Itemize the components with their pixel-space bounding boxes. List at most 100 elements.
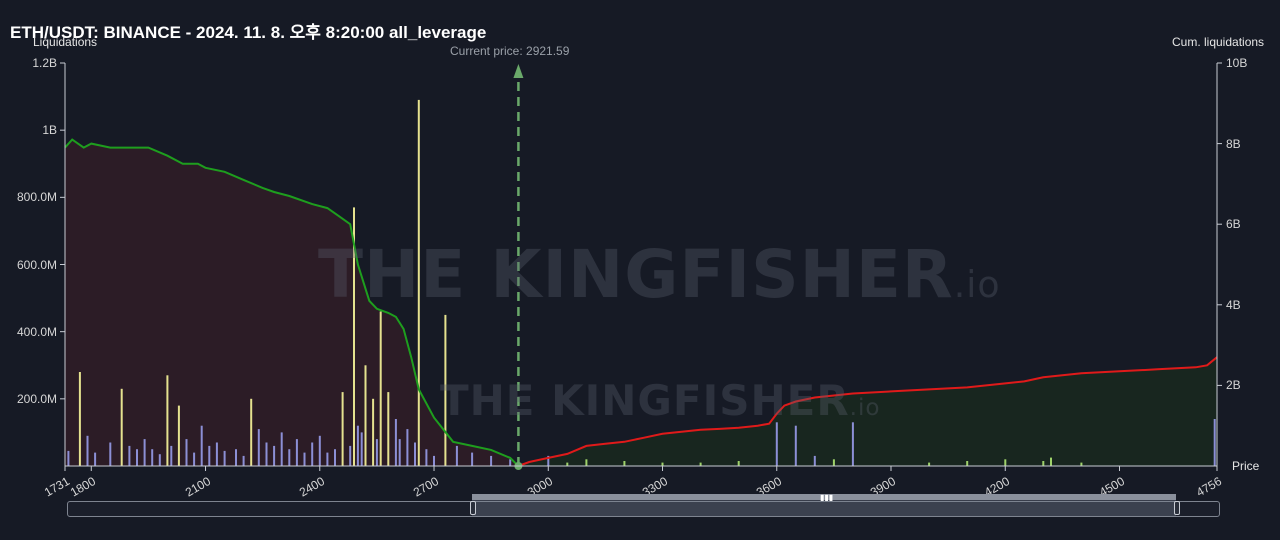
liquidation-bar — [250, 398, 253, 466]
liquidation-bar — [375, 439, 378, 466]
liquidation-bar — [273, 445, 276, 466]
left-axis-tick-label: 400.0M — [16, 324, 57, 339]
liquidation-bar — [349, 445, 352, 466]
liquidation-bar — [1004, 459, 1007, 466]
liquidation-bar — [928, 462, 931, 466]
liquidation-bar — [471, 452, 474, 466]
watermark-large: THE KINGFISHER.io — [318, 236, 1001, 313]
range-slider-bar[interactable] — [472, 494, 1176, 500]
right-axis-tick-label: 10B — [1226, 56, 1248, 70]
liquidation-bar — [1080, 462, 1083, 466]
liquidation-bar — [311, 442, 314, 466]
range-slider-right-handle[interactable] — [1174, 501, 1180, 515]
liquidation-bar — [1050, 457, 1052, 466]
right-axis-tick-label: 8B — [1226, 136, 1241, 151]
liquidation-bar — [1213, 419, 1216, 466]
watermark-small: THE KINGFISHER.io — [440, 376, 881, 425]
right-axis-tick-label: 4B — [1226, 297, 1241, 312]
liquidation-bar — [151, 449, 154, 466]
liquidation-bar — [566, 462, 569, 466]
liquidation-bar — [78, 372, 81, 466]
cumulative-area-layer — [65, 139, 1217, 466]
liquidation-bar — [295, 439, 298, 466]
liquidation-bar — [200, 425, 203, 466]
liquidation-bar — [394, 419, 397, 466]
axes-layer — [60, 62, 1222, 471]
liquidation-bar — [509, 459, 512, 466]
liquidation-bar — [326, 452, 329, 466]
liquidation-bar — [406, 429, 409, 466]
short-cumulative-line — [64, 138, 520, 467]
left-axis-tick-label: 200.0M — [16, 391, 57, 406]
liquidation-bar — [318, 435, 321, 466]
liquidation-bar — [661, 462, 664, 466]
liquidation-bar — [242, 455, 245, 466]
liquidation-bar — [136, 449, 138, 466]
liquidation-bar — [67, 450, 70, 466]
liquidation-bar — [414, 442, 416, 466]
left-axis-tick-label: 800.0M — [16, 190, 57, 205]
liquidation-bars-layer — [67, 99, 1216, 467]
liquidation-bar — [737, 461, 740, 466]
long-cumulative-line — [518, 356, 1218, 467]
left-axis-tick-label: 1B — [42, 123, 57, 138]
range-slider-track[interactable] — [67, 501, 1220, 517]
liquidation-bar — [417, 99, 420, 467]
liquidation-bar — [379, 311, 382, 466]
liquidation-bar — [425, 449, 428, 466]
liquidation-bar — [372, 398, 375, 466]
liquidation-bar — [193, 452, 196, 466]
liquidation-bar — [257, 429, 260, 466]
liquidation-bar — [353, 207, 355, 466]
liquidation-bar — [387, 392, 390, 466]
left-axis-tick-label: 1.2B — [32, 56, 57, 70]
liquidation-bar — [585, 459, 588, 466]
liquidation-bar — [280, 432, 283, 466]
liquidation-bar — [158, 454, 161, 466]
liquidation-bar — [208, 445, 211, 466]
liquidation-bar — [288, 449, 291, 466]
x-axis-title: Price — [1232, 459, 1260, 473]
liquidation-bar — [215, 442, 218, 466]
liquidation-bar — [356, 425, 359, 466]
liquidation-bar — [433, 455, 435, 466]
liquidation-bar — [265, 442, 268, 466]
liquidation-bar — [1042, 461, 1045, 466]
liquidation-bar — [966, 461, 969, 466]
liquidation-bar — [170, 445, 173, 466]
liquidation-bar — [109, 442, 112, 466]
liquidation-bar — [185, 439, 188, 466]
liquidation-bar — [177, 405, 180, 466]
liquidation-bar — [444, 314, 447, 466]
chart-title: ETH/USDT: BINANCE - 2024. 11. 8. 오후 8:20… — [10, 23, 487, 42]
long-area-fill — [518, 357, 1217, 466]
right-axis-title: Cum. liquidations — [1172, 35, 1265, 49]
range-slider-left-handle[interactable] — [470, 501, 476, 515]
liquidation-bar — [794, 425, 797, 466]
liquidation-bar — [120, 388, 123, 466]
liquidation-bar — [813, 455, 816, 466]
liquidation-bar — [341, 392, 344, 466]
liquidation-bar — [623, 461, 626, 466]
current-price-label: Current price: 2921.59 — [450, 44, 570, 58]
liquidation-bar — [832, 459, 835, 466]
liquidation-bar — [128, 445, 131, 466]
liquidation-bar — [303, 452, 306, 466]
liquidation-bar — [143, 439, 146, 466]
liquidation-bar — [364, 365, 367, 467]
liquidation-bar — [166, 375, 169, 466]
current-price-arrow-icon — [513, 64, 524, 78]
short-area-fill — [65, 139, 519, 466]
range-slider-grip-icon[interactable]: ▮▮▮ — [820, 493, 834, 502]
liquidation-bar — [699, 462, 702, 466]
right-axis-tick-label: 2B — [1226, 378, 1241, 393]
liquidation-bar — [455, 445, 458, 466]
liquidation-bar — [547, 455, 550, 466]
cumulative-lines-layer — [64, 64, 1218, 470]
left-axis-title: Liquidations — [33, 35, 98, 49]
liquidation-bar — [235, 449, 237, 466]
liquidation-bar — [86, 435, 89, 466]
left-axis-tick-label: 600.0M — [16, 257, 57, 272]
right-axis-tick-label: 6B — [1226, 217, 1241, 232]
